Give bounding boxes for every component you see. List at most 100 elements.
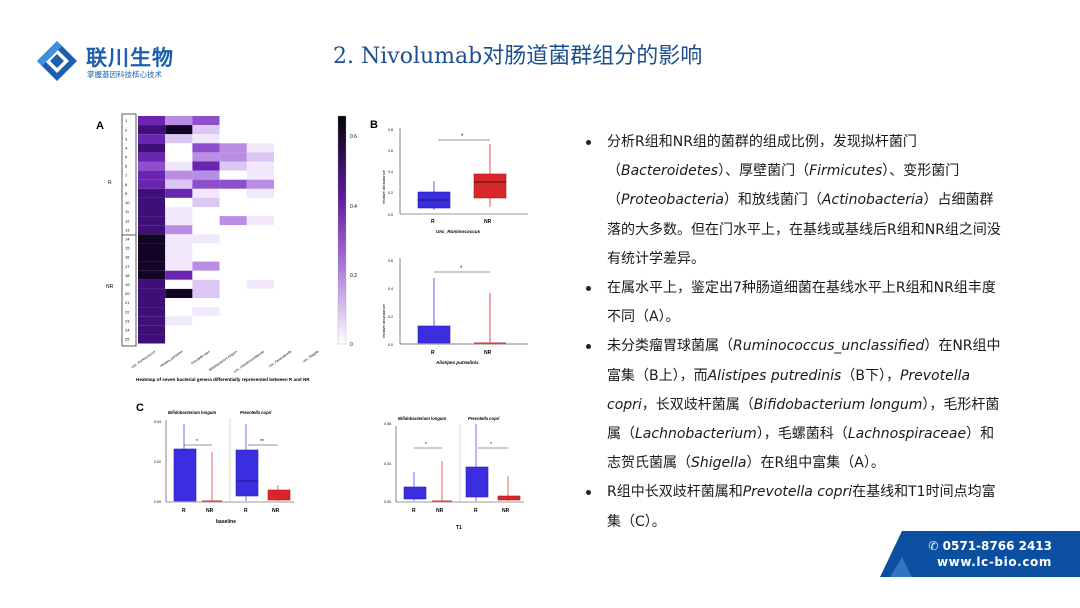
heatmap-row-label: 17 [125, 264, 130, 269]
c-right-group: NR [436, 508, 444, 514]
diamond-logo-icon [37, 41, 77, 81]
boxplot-c-baseline: Bifidobacterium longum Prevotella copri … [154, 410, 294, 525]
heatmap-cell [192, 225, 220, 235]
heatmap-cell [301, 279, 329, 289]
heatmap-cell [192, 161, 220, 171]
bullet-text: 未分类瘤胃球菌属（Ruminococcus_unclassified）在NR组中… [607, 338, 1001, 472]
heatmap-cell [274, 252, 302, 262]
heatmap-cell [274, 179, 302, 189]
c-right-sig: * [490, 442, 492, 448]
heatmap-cell [219, 170, 247, 180]
heatmap-cell [274, 270, 302, 280]
heatmap-cell [138, 243, 166, 253]
heatmap-cell [246, 252, 274, 262]
heatmap-cell [246, 261, 274, 271]
heatmap-cell [246, 334, 274, 344]
heatmap-cell [301, 161, 329, 171]
b-ylabel: relative abundance [381, 303, 386, 338]
heatmap-cell [138, 152, 166, 162]
heatmap-cell [219, 288, 247, 298]
heatmap-cell [274, 261, 302, 271]
heatmap-cell [246, 188, 274, 198]
bullet-list: 分析R组和NR组的菌群的组成比例，发现拟杆菌门（Bacteroidetes）、厚… [583, 128, 1003, 537]
b-top-tick: 0.8 [388, 128, 393, 132]
heatmap-cell [301, 270, 329, 280]
heatmap-cell [246, 298, 274, 308]
heatmap-cell [165, 125, 193, 135]
heatmap-cell [274, 170, 302, 180]
heatmap-cell [274, 207, 302, 217]
heatmap-cell [219, 252, 247, 262]
c-right-tick: 0.04 [384, 462, 391, 466]
heatmap-cell [138, 334, 166, 344]
heatmap-cell [165, 216, 193, 226]
heatmap-cell [246, 143, 274, 153]
heatmap-cell [301, 225, 329, 235]
heatmap-cell [301, 188, 329, 198]
heatmap-col-label: Bifidobacterium longum [208, 349, 238, 372]
heatmap-cell [301, 207, 329, 217]
heatmap-cell [219, 316, 247, 326]
heatmap-cell [246, 325, 274, 335]
heatmap-cell [246, 116, 274, 126]
heatmap-cell [301, 179, 329, 189]
bullet-dot-icon [586, 286, 591, 292]
heatmap-cell [192, 188, 220, 198]
bullet-item: 分析R组和NR组的菌群的组成比例，发现拟杆菌门（Bacteroidetes）、厚… [583, 128, 1003, 274]
b-top-group: R [431, 219, 435, 225]
heatmap-cell [138, 179, 166, 189]
b-bottom-tick: 0.4 [388, 287, 393, 291]
b-bottom-tick: 0.0 [388, 343, 393, 347]
heatmap-row-box [121, 113, 137, 347]
heatmap-cell [138, 325, 166, 335]
heatmap-cell [301, 152, 329, 162]
heatmap-cell [138, 234, 166, 244]
b-top-title: Unc_Ruminococcus [436, 229, 481, 234]
contact-website[interactable]: www.lc-bio.com [936, 555, 1052, 569]
heatmap-cell [246, 152, 274, 162]
c-left-tick: 0.00 [154, 500, 161, 504]
heatmap-cell [246, 134, 274, 144]
heatmap-cell [165, 279, 193, 289]
heatmap-cell [246, 216, 274, 226]
heatmap-cell [165, 234, 193, 244]
heatmap-cell [219, 179, 247, 189]
heatmap-cell [165, 197, 193, 207]
heatmap-cell [192, 243, 220, 253]
heatmap-row-label: 3 [125, 136, 128, 141]
heatmap-cell [246, 179, 274, 189]
boxplot-b-top: relative abundance 0.8 0.6 0.4 0.2 0.0 *… [381, 128, 528, 234]
heatmap-cell [274, 216, 302, 226]
heatmap-cell [138, 170, 166, 180]
heatmap-cell [274, 316, 302, 326]
heatmap-cell [246, 279, 274, 289]
heatmap-cell [138, 188, 166, 198]
heatmap-cell [301, 234, 329, 244]
heatmap-cell [192, 179, 220, 189]
heatmap-row-label: 15 [125, 246, 130, 251]
heatmap-group-nr: NR [106, 284, 114, 290]
heatmap-row-label: 24 [125, 328, 130, 333]
heatmap-caption: Heatmap of seven bacterial genera differ… [136, 377, 310, 382]
heatmap-row-label: 14 [125, 237, 130, 242]
heatmap-row-label: 21 [125, 300, 130, 305]
heatmap-col-label: Alistipes putredinis [158, 349, 183, 368]
heatmap-cell [219, 261, 247, 271]
b-top-tick: 0.2 [388, 191, 393, 195]
heatmap-cell [274, 307, 302, 317]
heatmap-cell [138, 252, 166, 262]
heatmap-cell [192, 152, 220, 162]
heatmap-cell [192, 334, 220, 344]
bullet-dot-icon [586, 490, 591, 496]
heatmap-col-label: Prevotella copri [190, 349, 211, 365]
figure-panel: A R NR 123456789101112131415161718192021… [96, 113, 528, 531]
heatmap-cell [192, 325, 220, 335]
boxplot-b-bottom: relative abundance 0.6 0.4 0.2 0.0 * R N… [381, 258, 528, 365]
heatmap-cell [274, 188, 302, 198]
heatmap-cell [192, 116, 220, 126]
heatmap-row-label: 8 [125, 182, 128, 187]
heatmap-cell [219, 243, 247, 253]
heatmap-cell [246, 170, 274, 180]
heatmap-cell [246, 307, 274, 317]
heatmap-cell [219, 298, 247, 308]
